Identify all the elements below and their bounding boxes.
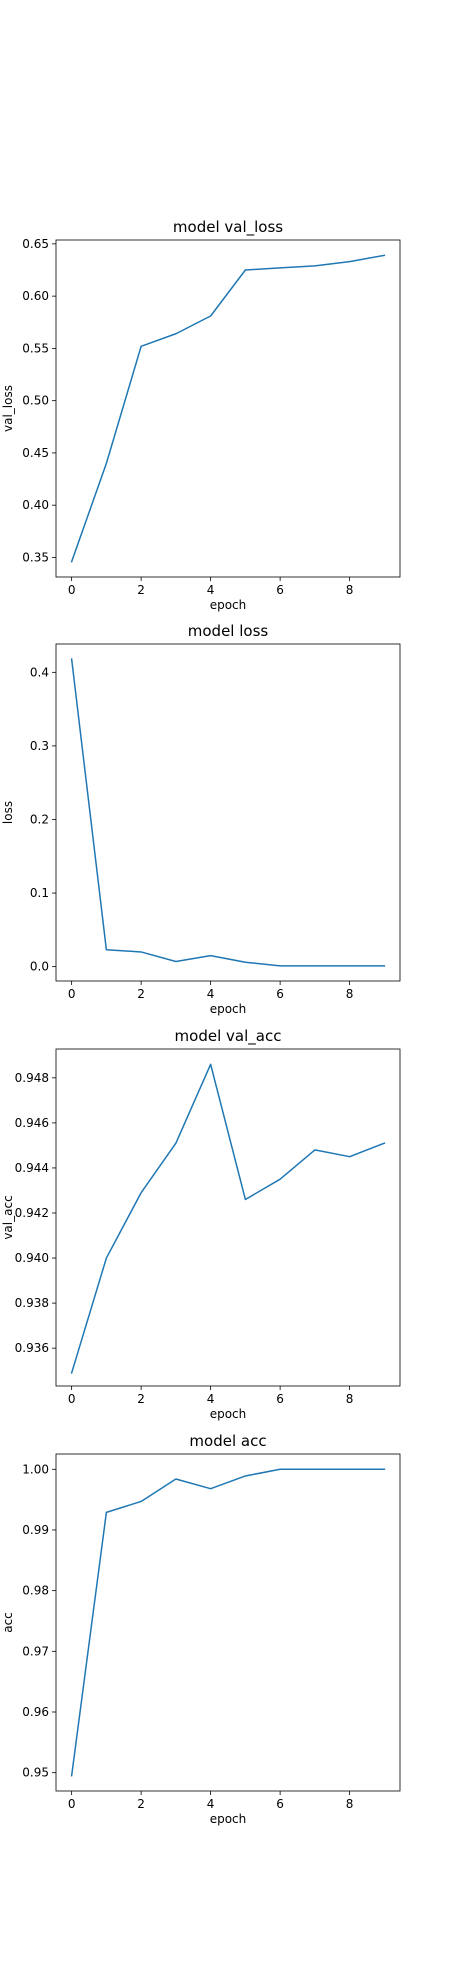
y-tick-label: 0.55 (22, 341, 49, 355)
y-tick-label: 0.3 (30, 739, 49, 753)
x-tick-label: 0 (68, 987, 76, 1001)
x-tick-label: 4 (207, 987, 215, 1001)
y-tick-label: 0.99 (22, 1523, 49, 1537)
x-tick-label: 8 (346, 1392, 354, 1406)
y-axis-label: loss (1, 801, 15, 824)
axes-frame (55, 1048, 401, 1387)
y-tick-label: 0.50 (22, 394, 49, 408)
series-line (70, 254, 386, 563)
x-tick-label: 8 (346, 1797, 354, 1811)
series-line (70, 658, 386, 967)
x-tick-label: 4 (207, 583, 215, 597)
y-tick-label: 0.942 (15, 1206, 49, 1220)
chart-title: model acc (189, 1432, 266, 1450)
series-line (70, 1468, 386, 1777)
x-tick-label: 2 (137, 1392, 145, 1406)
y-tick-label: 0.45 (22, 446, 49, 460)
y-tick-label: 0.97 (22, 1644, 49, 1658)
x-tick-label: 4 (207, 1392, 215, 1406)
x-tick-label: 6 (276, 1392, 284, 1406)
chart-2: model loss 0 2 4 6 8 0.0 0.1 0.2 0.3 0.4 epoch loss (1, 622, 401, 1016)
x-tick-label: 6 (276, 987, 284, 1001)
y-tick-label: 0.98 (22, 1584, 49, 1598)
y-tick-label: 0.948 (15, 1071, 49, 1085)
chart-title: model val_acc (175, 1027, 282, 1046)
axes-frame (55, 1453, 401, 1792)
x-tick-label: 0 (68, 1392, 76, 1406)
y-tick-label: 0.944 (15, 1161, 49, 1175)
y-axis-label: val_loss (1, 385, 15, 432)
x-tick-label: 2 (137, 583, 145, 597)
y-tick-label: 0.0 (30, 960, 49, 974)
chart-title: model val_loss (173, 218, 283, 237)
y-tick-label: 0.65 (22, 237, 49, 251)
y-axis-label: acc (1, 1612, 15, 1633)
chart-4: model acc 0 2 4 6 8 0.95 0.96 0.97 0.98 0.99 1.00 ep… (1, 1432, 401, 1826)
x-axis-label: epoch (210, 1407, 247, 1421)
y-tick-label: 0.95 (22, 1766, 49, 1780)
axes-frame (55, 239, 401, 578)
x-axis-label: epoch (210, 1002, 247, 1016)
x-tick-label: 0 (68, 583, 76, 597)
chart-title: model loss (188, 622, 269, 640)
axes-frame (55, 643, 401, 982)
y-tick-label: 0.936 (15, 1341, 49, 1355)
y-tick-label: 1.00 (22, 1462, 49, 1476)
x-axis-label: epoch (210, 1812, 247, 1826)
x-tick-label: 6 (276, 1797, 284, 1811)
y-tick-label: 0.2 (30, 812, 49, 826)
series-line (70, 1063, 386, 1374)
x-tick-label: 6 (276, 583, 284, 597)
y-tick-label: 0.940 (15, 1251, 49, 1265)
chart-3: model val_acc 0 2 4 6 8 0.936 0.938 0.940 0.942 0.… (1, 1027, 401, 1421)
x-tick-label: 4 (207, 1797, 215, 1811)
x-tick-label: 8 (346, 987, 354, 1001)
y-tick-label: 0.60 (22, 289, 49, 303)
x-tick-label: 2 (137, 987, 145, 1001)
y-axis-label: val_acc (1, 1195, 15, 1239)
x-tick-label: 2 (137, 1797, 145, 1811)
y-tick-label: 0.938 (15, 1296, 49, 1310)
y-tick-label: 0.1 (30, 886, 49, 900)
y-tick-label: 0.96 (22, 1705, 49, 1719)
x-tick-label: 8 (346, 583, 354, 597)
y-tick-label: 0.35 (22, 550, 49, 564)
y-tick-label: 0.40 (22, 498, 49, 512)
chart-1: model val_loss 0 2 4 6 8 0.35 0.40 0.45 0.50 0.55 0… (1, 218, 401, 612)
y-tick-label: 0.4 (30, 665, 49, 679)
y-tick-label: 0.946 (15, 1116, 49, 1130)
x-tick-label: 0 (68, 1797, 76, 1811)
x-axis-label: epoch (210, 598, 247, 612)
